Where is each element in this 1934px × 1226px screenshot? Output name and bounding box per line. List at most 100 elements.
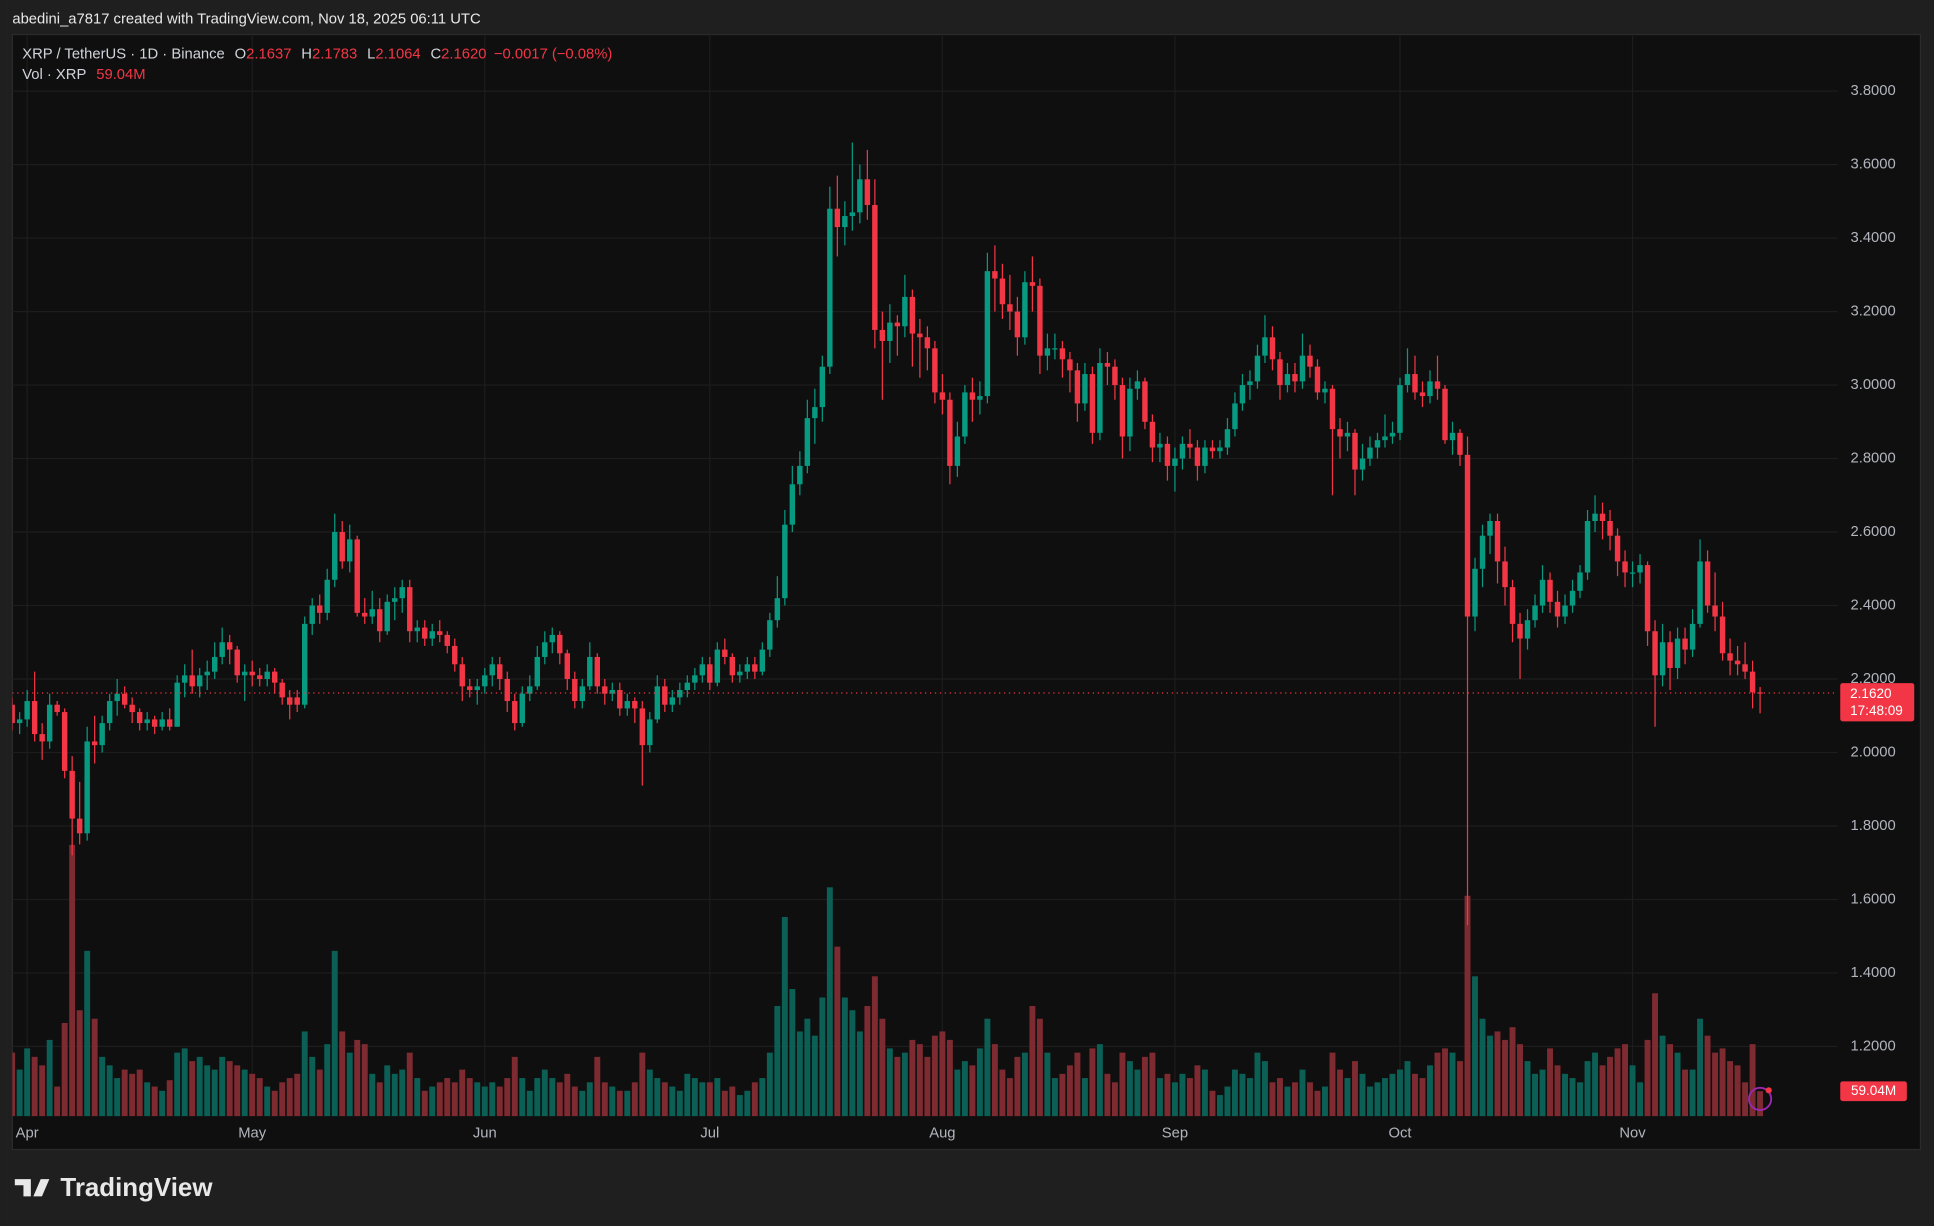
- volume-bar: [1554, 1065, 1561, 1117]
- volume-bar: [316, 1069, 323, 1117]
- volume-bar: [1186, 1078, 1193, 1117]
- volume-bar: [646, 1069, 653, 1117]
- volume-bar: [1464, 895, 1471, 1117]
- volume-bar: [1427, 1065, 1433, 1117]
- x-tick-label: Sep: [1162, 1125, 1188, 1141]
- volume-bar: [144, 1082, 151, 1117]
- candle-body: [909, 296, 916, 334]
- volume-bar: [436, 1082, 443, 1117]
- volume-bar: [369, 1073, 376, 1117]
- volume-title[interactable]: Vol · XRP: [22, 67, 86, 83]
- volume-bar: [1269, 1082, 1276, 1117]
- candle-body: [857, 179, 863, 213]
- candle-body: [474, 686, 480, 691]
- volume-bar: [676, 1090, 683, 1117]
- volume-bar: [1254, 1052, 1261, 1117]
- candle-body: [677, 690, 683, 698]
- volume-bar: [136, 1069, 143, 1117]
- candle-body: [1562, 605, 1568, 617]
- volume-bar: [1164, 1073, 1171, 1117]
- volume-bar: [1397, 1069, 1403, 1117]
- candle-body: [1734, 660, 1741, 665]
- candle-body: [1367, 447, 1373, 459]
- volume-bar: [609, 1086, 616, 1117]
- volume-bar: [781, 916, 788, 1117]
- candle-body: [827, 208, 833, 367]
- volume-bar: [1149, 1052, 1156, 1117]
- candle-body: [76, 818, 83, 834]
- volume-bar: [579, 1090, 586, 1117]
- volume-bar: [226, 1061, 233, 1117]
- candle-body: [1067, 359, 1073, 371]
- volume-bar: [556, 1082, 563, 1117]
- candle-body: [864, 179, 871, 206]
- candle-body: [1412, 374, 1418, 393]
- legend-value: 2.1783: [312, 46, 357, 62]
- volume-bar: [1014, 1056, 1021, 1117]
- logo-icon: [14, 1179, 50, 1197]
- candle-body: [1547, 579, 1553, 602]
- candle-body: [264, 671, 270, 679]
- volume-bar: [616, 1090, 623, 1117]
- candle-body: [1224, 429, 1231, 448]
- volume-bar: [211, 1069, 218, 1117]
- volume-bar: [1494, 1031, 1501, 1117]
- candle-body: [842, 216, 848, 228]
- volume-bar: [294, 1073, 301, 1117]
- candle-body: [1082, 374, 1088, 404]
- candle-body: [24, 701, 30, 720]
- candle-body: [1727, 653, 1733, 661]
- candle-body: [1277, 359, 1283, 386]
- candle-body: [984, 271, 991, 397]
- axes: 1.2000 1.4000 1.6000 1.8000 2.0000 2.2000 2.40…: [16, 83, 1915, 1141]
- volume-bar: [196, 1056, 203, 1117]
- candle-body: [1637, 565, 1643, 573]
- volume-bar: [1667, 1044, 1674, 1117]
- candle-body: [1202, 447, 1208, 466]
- candle-body: [1427, 381, 1433, 397]
- volume-bar: [1374, 1082, 1381, 1117]
- volume-bar: [279, 1082, 286, 1117]
- candle-body: [1359, 458, 1366, 470]
- candle-body: [1037, 285, 1043, 356]
- candle-body: [1014, 311, 1021, 338]
- volume-bar: [1547, 1048, 1553, 1117]
- volume-bar: [1201, 1069, 1208, 1117]
- candle-body: [834, 208, 841, 228]
- volume-bar: [654, 1078, 661, 1117]
- candle-body: [812, 407, 818, 419]
- candle-body: [354, 539, 360, 613]
- volume-bar: [189, 1061, 196, 1117]
- candle-body: [1254, 355, 1261, 382]
- candle-body: [91, 741, 98, 746]
- candle-body: [849, 212, 856, 217]
- volume-bar: [106, 1065, 113, 1117]
- volume-bar: [1006, 1078, 1013, 1117]
- candle-body: [414, 627, 420, 632]
- candle-body: [752, 664, 758, 672]
- volume-bar: [774, 1005, 781, 1117]
- y-tick-label: 2.2000: [1850, 671, 1895, 687]
- volume-bar: [12, 1052, 16, 1117]
- candle-body: [1292, 374, 1298, 382]
- volume-bar: [706, 1082, 713, 1117]
- volume-bar: [519, 1078, 526, 1117]
- candle-body: [459, 664, 465, 687]
- chart-panel[interactable]: [11, 33, 1922, 1151]
- volume-bar: [1359, 1073, 1366, 1117]
- volume-bar: [1224, 1086, 1231, 1117]
- candle-body: [129, 704, 135, 713]
- volume-bar: [1179, 1073, 1186, 1117]
- x-tick-label: Jun: [473, 1125, 497, 1141]
- volume-bar: [969, 1065, 976, 1117]
- volume-bar: [1584, 1061, 1591, 1117]
- candle-body: [1314, 366, 1321, 393]
- volume-bar: [1644, 1039, 1651, 1117]
- candle-body: [1689, 623, 1696, 650]
- footer-logo[interactable]: TradingView: [14, 1174, 214, 1202]
- volume-bar: [526, 1090, 533, 1117]
- candle-body: [654, 686, 661, 720]
- symbol[interactable]: XRP / TetherUS · 1D · Binance: [22, 46, 225, 62]
- candle-body: [1569, 590, 1576, 606]
